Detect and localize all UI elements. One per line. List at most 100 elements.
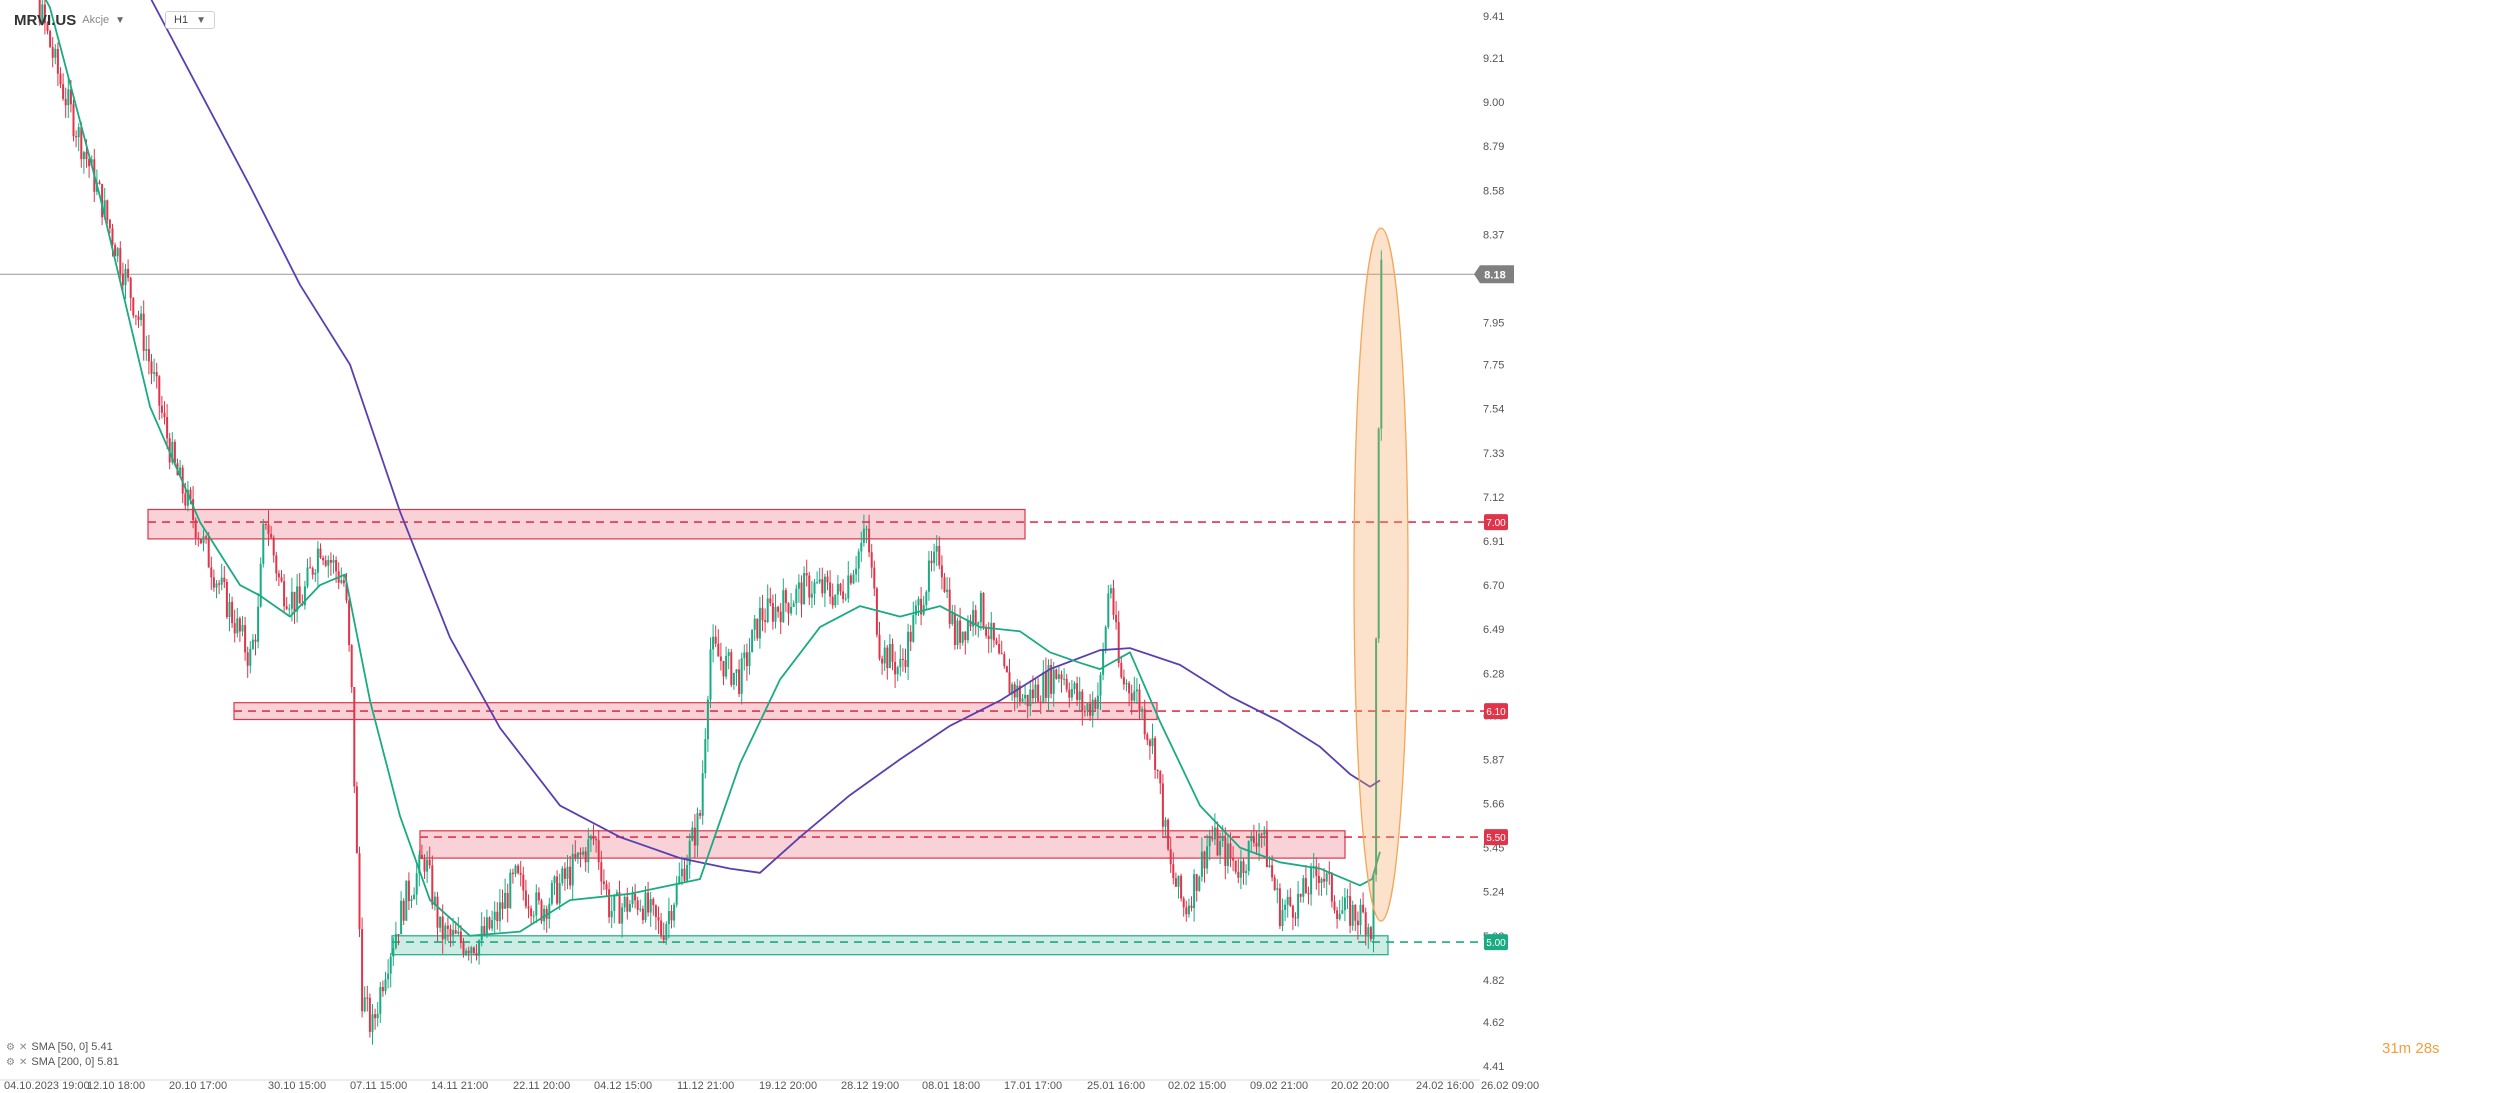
candle-body — [397, 934, 400, 936]
x-tick-label: 24.02 16:00 — [1416, 1080, 1474, 1092]
candle-body — [428, 859, 431, 866]
candle-body — [764, 620, 767, 622]
candle-body — [886, 647, 889, 669]
candle-body — [1286, 896, 1289, 905]
candle-body — [1367, 927, 1370, 935]
candle-body — [904, 660, 907, 667]
candle-body — [623, 896, 626, 908]
candle-body — [1122, 677, 1125, 685]
candle-body — [1005, 666, 1008, 673]
candle-body — [111, 228, 114, 246]
legend-sma200[interactable]: ⚙ ✕ SMA [200, 0] 5.81 — [6, 1056, 119, 1068]
candle-body — [673, 904, 676, 921]
zone-resistance-7.00[interactable] — [147, 508, 1026, 540]
candle-body — [540, 900, 543, 922]
candle-body — [1169, 849, 1172, 865]
candle-body — [361, 929, 364, 1012]
candle-body — [1029, 689, 1032, 707]
level-tag-6.10 — [1484, 703, 1508, 720]
candle-body — [865, 528, 868, 530]
candle-body — [293, 591, 296, 612]
sma50-line[interactable] — [0, 0, 1381, 937]
highlight-ellipse[interactable] — [1353, 227, 1409, 922]
candle-body — [493, 911, 496, 921]
candle-body — [1356, 920, 1359, 926]
candle-body — [1016, 685, 1019, 698]
candle-body — [233, 623, 236, 634]
sma200-line[interactable] — [0, 0, 1381, 874]
close-icon[interactable]: ✕ — [18, 1041, 28, 1053]
settings-icon[interactable]: ⚙ — [6, 1056, 15, 1068]
candle-body — [207, 537, 210, 568]
candle-body — [405, 880, 408, 921]
candle-body — [704, 739, 707, 774]
candle-body — [238, 618, 241, 632]
symbol-label[interactable]: MRVI.US — [14, 11, 77, 29]
candle-body — [142, 313, 145, 351]
candle-body — [379, 987, 382, 1014]
y-tick-label: 8.58 — [1483, 185, 1504, 197]
legend-sma50-label: SMA [50, 0] 5.41 — [31, 1041, 113, 1053]
zone-support-5.00[interactable] — [391, 935, 1389, 956]
symbol-dropdown-icon[interactable]: ▼ — [115, 14, 126, 26]
candle-body — [1026, 694, 1029, 707]
candle-body — [85, 152, 88, 160]
candle-body — [353, 687, 356, 787]
candle-body — [527, 906, 530, 909]
candle-body — [1258, 833, 1261, 847]
zone-resistance-5.50[interactable] — [419, 830, 1346, 859]
candle-body — [1081, 691, 1084, 712]
symbol-type-label: Akcje — [82, 14, 110, 26]
candle-body — [652, 899, 655, 906]
candle-body — [285, 606, 288, 609]
candle-body — [1182, 898, 1185, 908]
candle-body — [402, 900, 405, 921]
candle-body — [634, 893, 637, 901]
candle-body — [712, 636, 715, 650]
candle-body — [415, 873, 418, 895]
candle-body — [400, 900, 403, 935]
candle-body — [1351, 904, 1354, 926]
candle-body — [277, 573, 280, 578]
candle-body — [1180, 875, 1183, 899]
candle-body — [46, 23, 49, 31]
candle-body — [270, 533, 273, 538]
candle-body — [727, 652, 730, 656]
candle-body — [563, 868, 566, 879]
candle-body — [504, 892, 507, 909]
candle-body — [907, 631, 910, 667]
candle-body — [1328, 873, 1331, 875]
candle-body — [660, 920, 663, 936]
candle-body — [901, 658, 904, 661]
legend-sma200-label: SMA [200, 0] 5.81 — [31, 1056, 119, 1068]
candle-body — [506, 892, 509, 909]
candle-body — [1263, 829, 1266, 835]
candle-body — [956, 620, 959, 646]
candle-body — [1289, 896, 1292, 906]
legend-sma50[interactable]: ⚙ ✕ SMA [50, 0] 5.41 — [6, 1041, 113, 1053]
candle-body — [392, 948, 395, 957]
candle-body — [1104, 627, 1107, 650]
candle-body — [621, 907, 624, 924]
candle-body — [1219, 841, 1222, 856]
candle-body — [1089, 703, 1092, 716]
candle-body — [1320, 878, 1323, 883]
candle-body — [670, 911, 673, 921]
candle-body — [244, 625, 247, 653]
close-icon[interactable]: ✕ — [18, 1056, 28, 1068]
candle-body — [688, 840, 691, 865]
settings-icon[interactable]: ⚙ — [6, 1041, 15, 1053]
candle-body — [335, 560, 338, 572]
candle-body — [1112, 588, 1115, 615]
candle-body — [675, 883, 678, 905]
candle-body — [1341, 910, 1344, 914]
timeframe-selector[interactable]: H1 ▼ — [165, 11, 216, 29]
candle-body — [743, 652, 746, 659]
candle-body — [961, 631, 964, 643]
candle-body — [678, 876, 681, 884]
candle-body — [480, 926, 483, 941]
candle-body — [834, 594, 837, 606]
candle-body — [72, 104, 75, 137]
candle-body — [626, 896, 629, 912]
